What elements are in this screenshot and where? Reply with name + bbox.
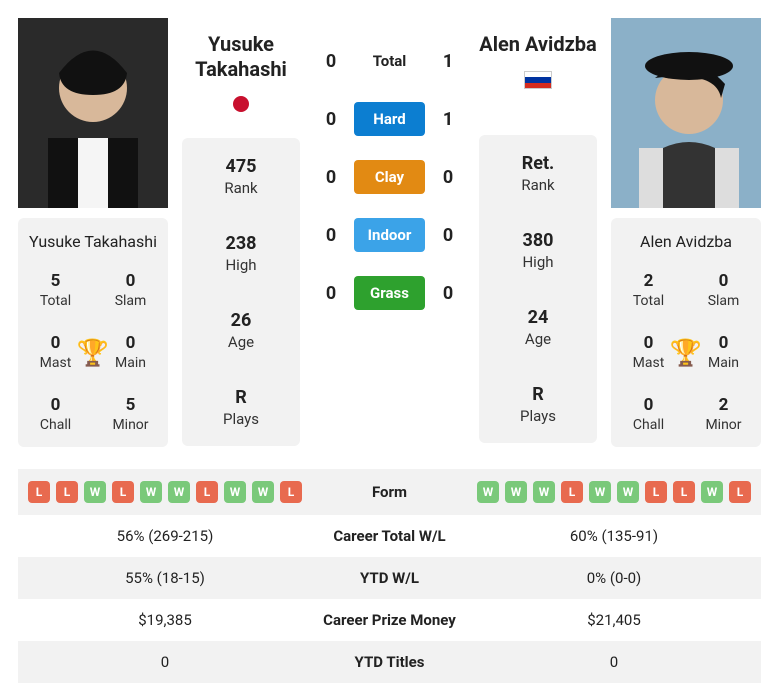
form-chip: L [561,481,583,503]
player1-ytd-wl: 55% (18-15) [18,557,312,599]
player1-prize: $19,385 [18,599,312,641]
form-chip: W [252,481,274,503]
form-chip: W [533,481,555,503]
comparison-table: LLWLWWLWWL Form WWWLWWLLWL 56% (269-215)… [18,469,761,683]
player2-name: Alen Avidzba [479,32,596,57]
form-chip: W [701,481,723,503]
russia-flag-icon [524,71,552,89]
form-chip: L [196,481,218,503]
h2h-column: 0 Total 1 0 Hard 1 0 Clay 0 0 Indoor 0 0 [314,18,465,322]
form-label: Form [312,469,467,515]
form-chip: W [84,481,106,503]
player2-ytd-wl: 0% (0-0) [467,557,761,599]
player1-name-small: Yusuke Takahashi [18,218,168,261]
player1-ytd-titles: 0 [18,641,312,683]
player2-name-small: Alen Avidzba [611,218,761,261]
h2h-grass-label: Grass [354,276,425,310]
player1-photo [18,18,168,208]
player2-ytd-titles: 0 [467,641,761,683]
trophy-icon: 🏆 [670,338,702,368]
form-chip: W [224,481,246,503]
player1-career-wl: 56% (269-215) [18,515,312,557]
form-chip: W [477,481,499,503]
trophy-icon: 🏆 [77,338,109,368]
player1-stats-card: 475Rank 238High 26Age RPlays [182,138,300,446]
ytd-titles-label: YTD Titles [312,641,467,683]
form-chip: W [505,481,527,503]
h2h-clay-label: Clay [354,160,425,194]
form-chip: L [28,481,50,503]
form-chip: L [112,481,134,503]
h2h-hard-label: Hard [354,102,425,136]
career-wl-label: Career Total W/L [312,515,467,557]
form-chip: W [140,481,162,503]
player2-prize: $21,405 [467,599,761,641]
player2-stats-card: Ret.Rank 380High 24Age RPlays [479,135,597,443]
form-chip: L [729,481,751,503]
h2h-total-label: Total [354,44,425,78]
player2-titles-card: Alen Avidzba 2Total 0Slam 0Mast 0Main 0C… [611,218,761,447]
player2-photo [611,18,761,208]
form-chip: L [56,481,78,503]
player2-form: WWWLWWLLWL [477,481,751,503]
ytd-wl-label: YTD W/L [312,557,467,599]
form-chip: W [589,481,611,503]
prize-label: Career Prize Money [312,599,467,641]
h2h-indoor-label: Indoor [354,218,425,252]
form-chip: W [617,481,639,503]
player1-titles-card: Yusuke Takahashi 5Total 0Slam 0Mast 0Mai… [18,218,168,447]
japan-flag-icon [233,96,249,112]
form-chip: L [645,481,667,503]
form-chip: W [168,481,190,503]
player1-name: Yusuke Takahashi [195,32,287,82]
form-chip: L [673,481,695,503]
form-chip: L [280,481,302,503]
player1-form: LLWLWWLWWL [28,481,302,503]
player2-career-wl: 60% (135-91) [467,515,761,557]
